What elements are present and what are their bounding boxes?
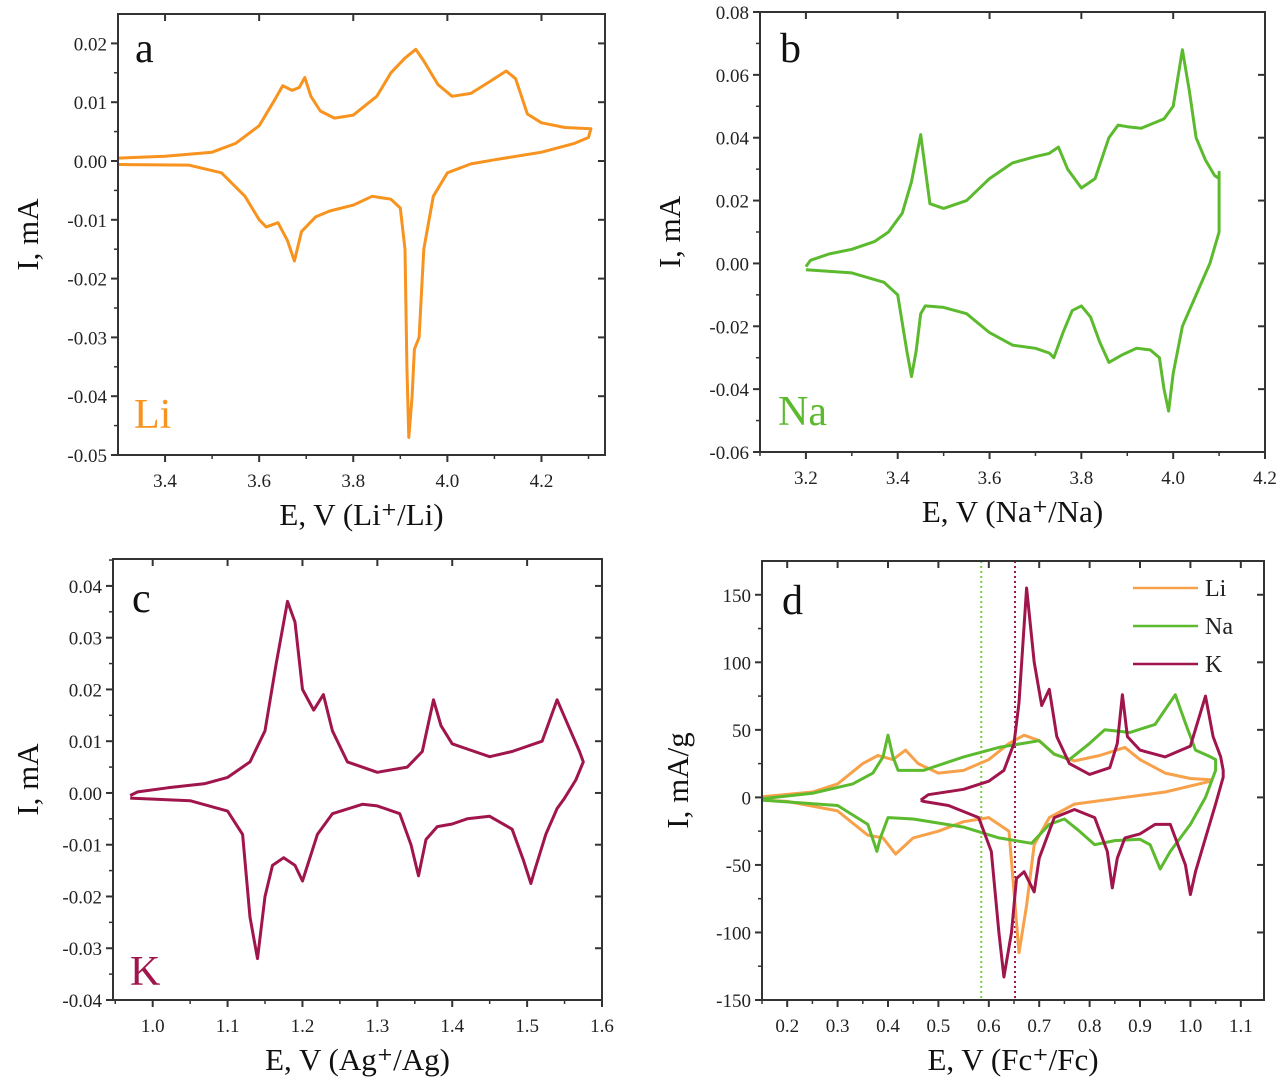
panel-letter: a [135, 26, 154, 72]
x-axis-title: E, V (Fc⁺/Fc) [927, 1042, 1098, 1077]
x-tick-label: 1.4 [440, 1016, 464, 1037]
y-tick-label: 0.08 [716, 3, 749, 24]
x-tick-label: 3.8 [341, 471, 365, 492]
species-label: K [130, 949, 160, 995]
cv-curve-na [804, 48, 1221, 413]
y-tick-label: 0.01 [74, 93, 107, 114]
y-tick-label: 0.01 [69, 732, 102, 753]
x-tick-label: 1.0 [1179, 1016, 1203, 1037]
y-tick-label: 0.04 [716, 129, 750, 150]
y-tick-label: 0 [742, 788, 752, 809]
x-tick-label: 1.0 [141, 1016, 165, 1037]
x-tick-label: 1.1 [1229, 1016, 1253, 1037]
legend-label-na: Na [1205, 614, 1233, 640]
y-tick-label: 0.00 [716, 254, 749, 275]
y-tick-label: -0.02 [62, 887, 102, 908]
y-tick-label: -0.04 [62, 991, 102, 1012]
y-axis-title: I, mA [652, 195, 687, 268]
plot-frame [112, 558, 603, 1001]
x-axis-title: E, V (Li⁺/Li) [279, 497, 443, 532]
y-tick-label: -0.01 [62, 836, 102, 857]
cv-curve-na [761, 693, 1218, 871]
y-tick-label: 0.00 [74, 152, 107, 173]
x-tick-label: 0.2 [775, 1016, 799, 1037]
x-tick-label: 3.8 [1069, 468, 1093, 489]
cv-curve-k [919, 586, 1225, 979]
legend: Li Na K [1133, 576, 1233, 678]
panel-d: 0.2 0.3 0.4 0.5 0.6 0.7 0.8 0.9 1.0 1.1 -150 -100 -5… [660, 560, 1265, 1077]
x-tick-label: 4.2 [1253, 468, 1277, 489]
x-tick-label: 0.9 [1128, 1016, 1152, 1037]
x-tick-label: 3.2 [794, 468, 818, 489]
x-tick-label: 1.2 [291, 1016, 315, 1037]
x-tick-label: 0.6 [977, 1016, 1001, 1037]
y-tick-label: 150 [723, 586, 752, 607]
panel-letter: b [780, 26, 801, 72]
x-tick-label: 3.4 [886, 468, 910, 489]
panel-letter: d [782, 578, 803, 624]
x-tick-label: 4.0 [1161, 468, 1185, 489]
x-tick-label: 0.7 [1027, 1016, 1051, 1037]
y-tick-label: -0.04 [709, 380, 749, 401]
y-axis-title: I, mA [10, 198, 45, 271]
x-tick-label: 4.0 [435, 471, 459, 492]
y-tick-label: -100 [716, 923, 751, 944]
legend-label-k: K [1205, 652, 1223, 678]
y-tick-label: 0.02 [74, 34, 107, 55]
y-tick-label: 0.02 [69, 680, 102, 701]
x-tick-label: 3.4 [153, 471, 177, 492]
legend-label-li: Li [1205, 576, 1227, 602]
panel-c: 1.0 1.1 1.2 1.3 1.4 1.5 1.6 -0.04 -0.03 -0.02 -0.0… [10, 558, 614, 1077]
y-tick-label: -0.02 [67, 270, 107, 291]
x-tick-label: 0.3 [826, 1016, 850, 1037]
y-tick-label: 0.06 [716, 66, 749, 87]
y-tick-label: -0.05 [67, 446, 107, 467]
plot-frame [117, 13, 606, 456]
y-tick-label: 0.00 [69, 784, 102, 805]
x-axis-title: E, V (Na⁺/Na) [922, 494, 1103, 529]
x-axis-title: E, V (Ag⁺/Ag) [265, 1042, 450, 1077]
y-tick-label: 0.04 [69, 577, 103, 598]
y-axis-title: I, mA [10, 743, 45, 816]
y-tick-label: 100 [723, 653, 752, 674]
y-tick-label: -0.03 [62, 939, 102, 960]
y-tick-label: 0.02 [716, 192, 749, 213]
y-tick-label: -0.06 [709, 443, 749, 464]
plot-frame [759, 11, 1266, 453]
y-tick-label: -150 [716, 991, 751, 1012]
y-tick-label: 50 [732, 721, 751, 742]
x-tick-label: 1.3 [365, 1016, 389, 1037]
cv-curve-k [129, 599, 585, 961]
y-tick-label: -0.02 [709, 317, 749, 338]
x-tick-label: 3.6 [978, 468, 1002, 489]
x-tick-label: 0.5 [927, 1016, 951, 1037]
panel-a: 3.4 3.6 3.8 4.0 4.2 -0.05 -0.04 -0.03 -0.02 -0.01… [10, 13, 606, 532]
x-tick-label: 1.1 [216, 1016, 240, 1037]
species-label: Na [778, 389, 827, 435]
x-tick-label: 0.8 [1078, 1016, 1102, 1037]
panel-b: 3.2 3.4 3.6 3.8 4.0 4.2 -0.06 -0.04 -0.02 0.00 0.0… [652, 3, 1277, 529]
y-tick-label: 0.03 [69, 629, 102, 650]
y-axis-title: I, mA/g [660, 732, 695, 828]
x-tick-label: 0.4 [876, 1016, 900, 1037]
x-tick-label: 1.6 [590, 1016, 614, 1037]
y-tick-label: -0.04 [67, 387, 107, 408]
cv-curve-li [761, 733, 1213, 955]
y-tick-label: -0.01 [67, 211, 107, 232]
x-tick-label: 4.2 [530, 471, 554, 492]
y-tick-label: -0.03 [67, 328, 107, 349]
x-tick-label: 3.6 [247, 471, 271, 492]
y-tick-label: -50 [726, 856, 751, 877]
x-tick-label: 1.5 [515, 1016, 539, 1037]
species-label: Li [134, 392, 171, 438]
panel-letter: c [132, 576, 151, 622]
plot-frame [761, 560, 1265, 1001]
cv-curve-li [117, 47, 593, 439]
